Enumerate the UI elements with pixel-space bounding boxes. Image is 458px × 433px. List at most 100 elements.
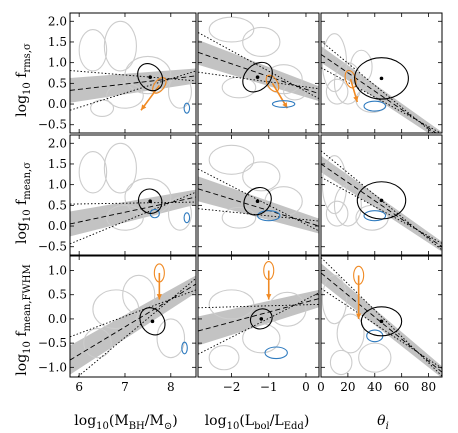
scatter-band — [70, 68, 196, 103]
black-point — [379, 319, 384, 324]
black-point — [148, 199, 152, 204]
grey-contour-3 — [221, 206, 257, 229]
grey-contour-2 — [268, 291, 307, 327]
grey-contour-0 — [78, 151, 108, 194]
y-tick-label: 0.0 — [48, 97, 67, 111]
grey-contour-4 — [167, 196, 192, 231]
black-contour — [243, 186, 272, 216]
xlabel-col-1: log10(Lbol/LEdd) — [205, 413, 310, 432]
black-contour — [137, 63, 164, 92]
fit-line — [198, 188, 319, 227]
panel-0-2 — [320, 12, 443, 134]
fit-envelope-lower — [76, 277, 196, 377]
blue-contour-0 — [181, 341, 188, 355]
x-tick-label: 60 — [394, 380, 409, 394]
y-tick-label: 0.0 — [48, 219, 67, 233]
x-tick-label: −1 — [260, 380, 278, 394]
grey-contour-5 — [90, 99, 115, 117]
x-tick-label: 20 — [340, 380, 355, 394]
grey-contour-3 — [329, 349, 353, 376]
x-tick-label: 8 — [167, 380, 175, 394]
grey-contour-4 — [167, 74, 192, 109]
grey-contour-3 — [208, 344, 240, 371]
xlabel-col-2: θi — [377, 413, 389, 432]
panel-0-0: −0.5 0.0 0.5 1.0 1.5 2.0 — [38, 12, 197, 134]
ylabel-row-2: log10 fmean,FWHM — [14, 264, 33, 375]
blue-contour-0 — [257, 210, 281, 222]
x-tick-label: −2 — [223, 380, 241, 394]
blue-contour-0 — [264, 346, 288, 360]
panel-0-1 — [197, 12, 320, 134]
fit-line — [70, 75, 196, 91]
orange-contour-0 — [344, 69, 357, 89]
x-tick-label: 80 — [421, 380, 436, 394]
panel-2-0: 6 7 8 −1.0 −0.5 0.0 0.5 1.0 — [38, 255, 197, 394]
panel-frame — [69, 255, 197, 378]
panel-frame — [320, 134, 443, 256]
panel-inner — [198, 144, 319, 234]
grey-contour-1 — [242, 26, 281, 57]
orange-contour-0 — [263, 260, 275, 281]
orange-arrowhead-0 — [141, 104, 147, 111]
grey-contour-3 — [106, 204, 144, 231]
grey-contour-0 — [208, 16, 255, 43]
grey-contour-0 — [208, 289, 255, 320]
grey-contour-2 — [358, 342, 392, 373]
grey-contour-2 — [264, 186, 303, 217]
fit-envelope-upper — [321, 40, 434, 133]
panel-1-2 — [320, 134, 443, 256]
grey-contour-1 — [103, 142, 137, 194]
grey-contour-0 — [208, 144, 255, 175]
orange-arrowhead-0 — [356, 313, 362, 319]
y-tick-label: 1.0 — [48, 264, 67, 278]
panel-frame — [197, 255, 320, 378]
black-contour — [356, 181, 407, 220]
scatter-band — [198, 176, 319, 234]
axis-labels: log10 frms,σ log10 fmean,σ log10 fmean,F… — [14, 43, 389, 432]
grey-contour-3 — [83, 328, 112, 359]
ylabel-row-0: log10 frms,σ — [14, 43, 33, 117]
grey-contour-0 — [321, 274, 348, 325]
scatter-band — [70, 189, 196, 237]
y-tick-label: 2.0 — [48, 14, 67, 28]
y-tick-label: 0.5 — [48, 76, 67, 90]
blue-contour-0 — [183, 102, 191, 114]
fit-line — [70, 196, 196, 225]
grey-contour-1 — [122, 274, 156, 315]
fit-line — [70, 283, 196, 361]
panel-inner — [198, 16, 319, 109]
orange-contour-0 — [353, 265, 365, 285]
grey-contour-1 — [333, 184, 362, 227]
orange-contour-0 — [152, 77, 167, 94]
grey-contour-4 — [350, 49, 373, 84]
panel-frame — [320, 255, 443, 378]
panel-inner — [321, 257, 442, 377]
x-tick-label: 6 — [75, 380, 83, 394]
panel-2-1: −2 −1 0 — [197, 255, 320, 394]
x-tick-label: 40 — [367, 380, 382, 394]
grey-contour-1 — [336, 313, 365, 354]
panel-1-1 — [197, 134, 320, 256]
orange-contour-0 — [153, 263, 165, 283]
grey-contour-2 — [124, 177, 172, 217]
panel-inner — [70, 263, 196, 377]
grey-contour-0 — [78, 29, 108, 72]
fit-envelope-lower — [198, 292, 319, 355]
panel-grid: −0.5 0.0 0.5 1.0 1.5 2.0 −0.5 0.0 0.5 1.0 1.5 2.0 6 7… — [38, 12, 443, 394]
panel-inner — [198, 260, 319, 371]
panel-inner — [70, 20, 196, 117]
black-contour — [360, 306, 403, 337]
black-contour — [354, 57, 409, 100]
panel-1-0: −0.5 0.0 0.5 1.0 1.5 2.0 — [38, 134, 197, 256]
y-tick-label: −0.5 — [38, 240, 67, 254]
grey-contour-1 — [242, 161, 281, 192]
black-point — [148, 75, 152, 79]
y-tick-label: 1.5 — [48, 157, 67, 171]
scatter-band — [321, 155, 442, 252]
black-point — [255, 199, 260, 204]
black-point — [259, 317, 264, 321]
x-tick-label: 0 — [317, 380, 325, 394]
grey-contour-3 — [325, 200, 349, 227]
fit-envelope-upper — [321, 257, 442, 377]
blue-contour-0 — [271, 100, 296, 108]
